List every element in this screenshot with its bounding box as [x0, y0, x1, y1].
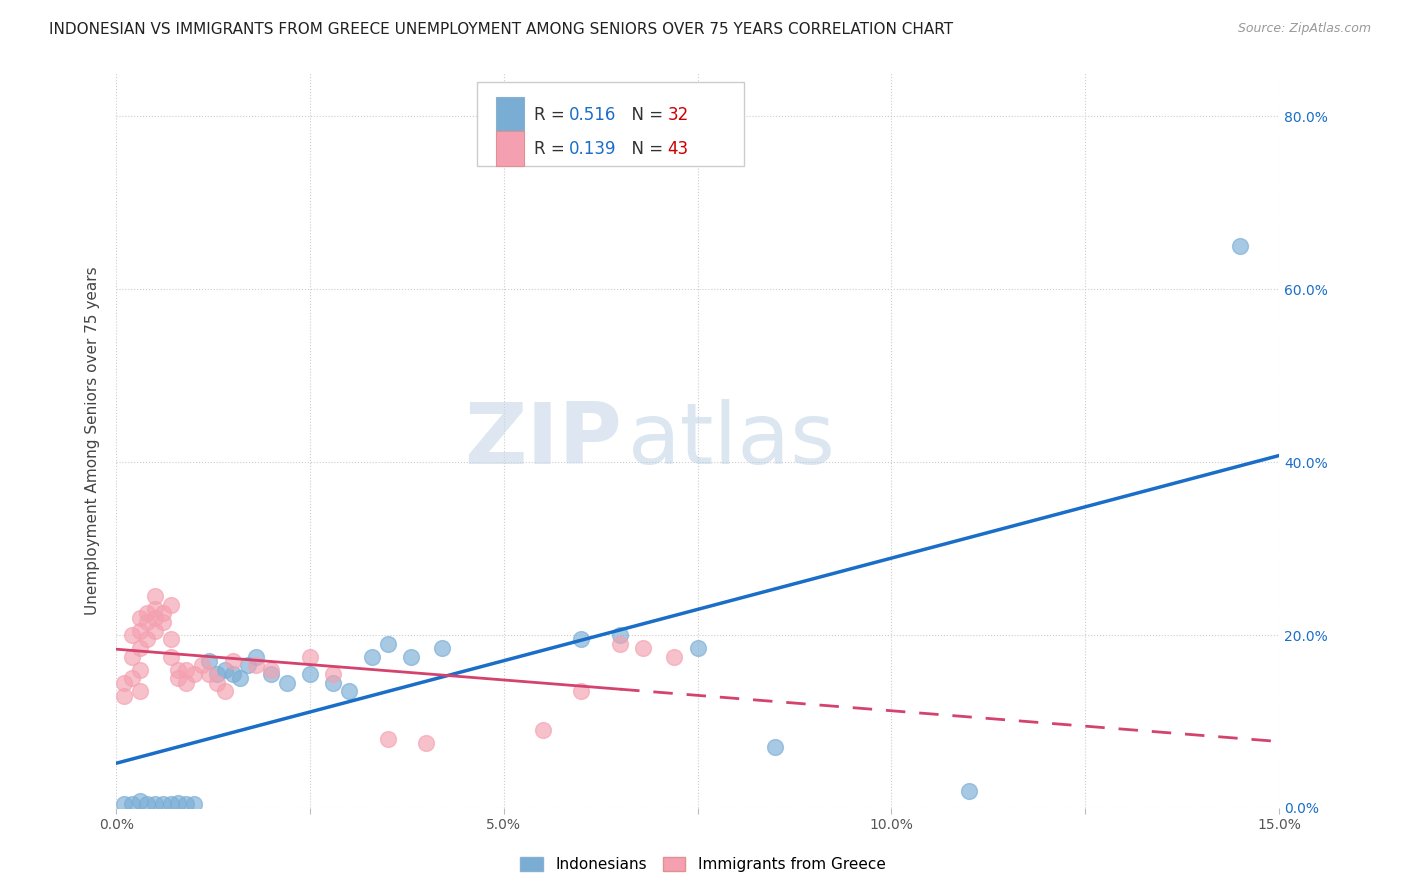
Point: [214, 684, 236, 698]
Point: [128, 624, 150, 638]
Text: N =: N =: [621, 106, 668, 124]
Bar: [496, 97, 524, 132]
Point: [299, 667, 322, 681]
Point: [260, 667, 283, 681]
Point: [198, 654, 221, 668]
Point: [112, 689, 135, 703]
Point: [112, 797, 135, 811]
Point: [337, 684, 360, 698]
Point: [159, 649, 181, 664]
Point: [136, 632, 159, 647]
Point: [377, 637, 399, 651]
Point: [221, 654, 243, 668]
Point: [152, 607, 174, 621]
Point: [569, 684, 592, 698]
Point: [167, 796, 190, 810]
Point: [229, 671, 252, 685]
Point: [143, 797, 166, 811]
Point: [121, 797, 143, 811]
Point: [260, 663, 283, 677]
Text: 43: 43: [668, 140, 689, 158]
Point: [143, 589, 166, 603]
Point: [121, 628, 143, 642]
Point: [609, 637, 631, 651]
Point: [159, 598, 181, 612]
Point: [174, 675, 197, 690]
Point: [128, 611, 150, 625]
Point: [167, 663, 190, 677]
Point: [236, 658, 259, 673]
Point: [128, 684, 150, 698]
Point: [957, 783, 980, 797]
Point: [763, 740, 786, 755]
Point: [664, 649, 686, 664]
Point: [686, 640, 709, 655]
Point: [322, 675, 344, 690]
Legend: Indonesians, Immigrants from Greece: Indonesians, Immigrants from Greece: [513, 849, 893, 880]
Text: INDONESIAN VS IMMIGRANTS FROM GREECE UNEMPLOYMENT AMONG SENIORS OVER 75 YEARS CO: INDONESIAN VS IMMIGRANTS FROM GREECE UNE…: [49, 22, 953, 37]
Point: [159, 632, 181, 647]
Point: [159, 797, 181, 811]
Point: [221, 667, 243, 681]
Bar: [496, 131, 524, 167]
Point: [569, 632, 592, 647]
Point: [377, 731, 399, 746]
Point: [245, 658, 267, 673]
Point: [322, 667, 344, 681]
Point: [174, 663, 197, 677]
Point: [121, 649, 143, 664]
Point: [143, 602, 166, 616]
Text: Source: ZipAtlas.com: Source: ZipAtlas.com: [1237, 22, 1371, 36]
Point: [205, 667, 228, 681]
Point: [128, 663, 150, 677]
Y-axis label: Unemployment Among Seniors over 75 years: Unemployment Among Seniors over 75 years: [86, 266, 100, 615]
Text: 0.516: 0.516: [568, 106, 616, 124]
Point: [167, 671, 190, 685]
Point: [128, 794, 150, 808]
Point: [1229, 239, 1251, 253]
Point: [183, 797, 205, 811]
Point: [633, 640, 655, 655]
Point: [531, 723, 554, 738]
Text: 32: 32: [668, 106, 689, 124]
Point: [299, 649, 322, 664]
Text: ZIP: ZIP: [464, 399, 621, 482]
Point: [205, 675, 228, 690]
Point: [430, 640, 453, 655]
Point: [198, 667, 221, 681]
Text: atlas: atlas: [628, 399, 837, 482]
Point: [415, 736, 437, 750]
Point: [609, 628, 631, 642]
Text: R =: R =: [534, 140, 569, 158]
Point: [136, 615, 159, 629]
Point: [112, 675, 135, 690]
Point: [143, 611, 166, 625]
Point: [399, 649, 422, 664]
Text: N =: N =: [621, 140, 668, 158]
Point: [152, 615, 174, 629]
FancyBboxPatch shape: [477, 82, 744, 166]
Text: R =: R =: [534, 106, 569, 124]
Point: [190, 658, 212, 673]
Point: [245, 649, 267, 664]
Point: [183, 667, 205, 681]
Point: [276, 675, 298, 690]
Point: [136, 607, 159, 621]
Text: 0.139: 0.139: [568, 140, 616, 158]
Point: [128, 640, 150, 655]
Point: [361, 649, 384, 664]
Point: [143, 624, 166, 638]
Point: [174, 797, 197, 811]
Point: [214, 663, 236, 677]
Point: [136, 797, 159, 811]
Point: [121, 671, 143, 685]
Point: [152, 797, 174, 811]
